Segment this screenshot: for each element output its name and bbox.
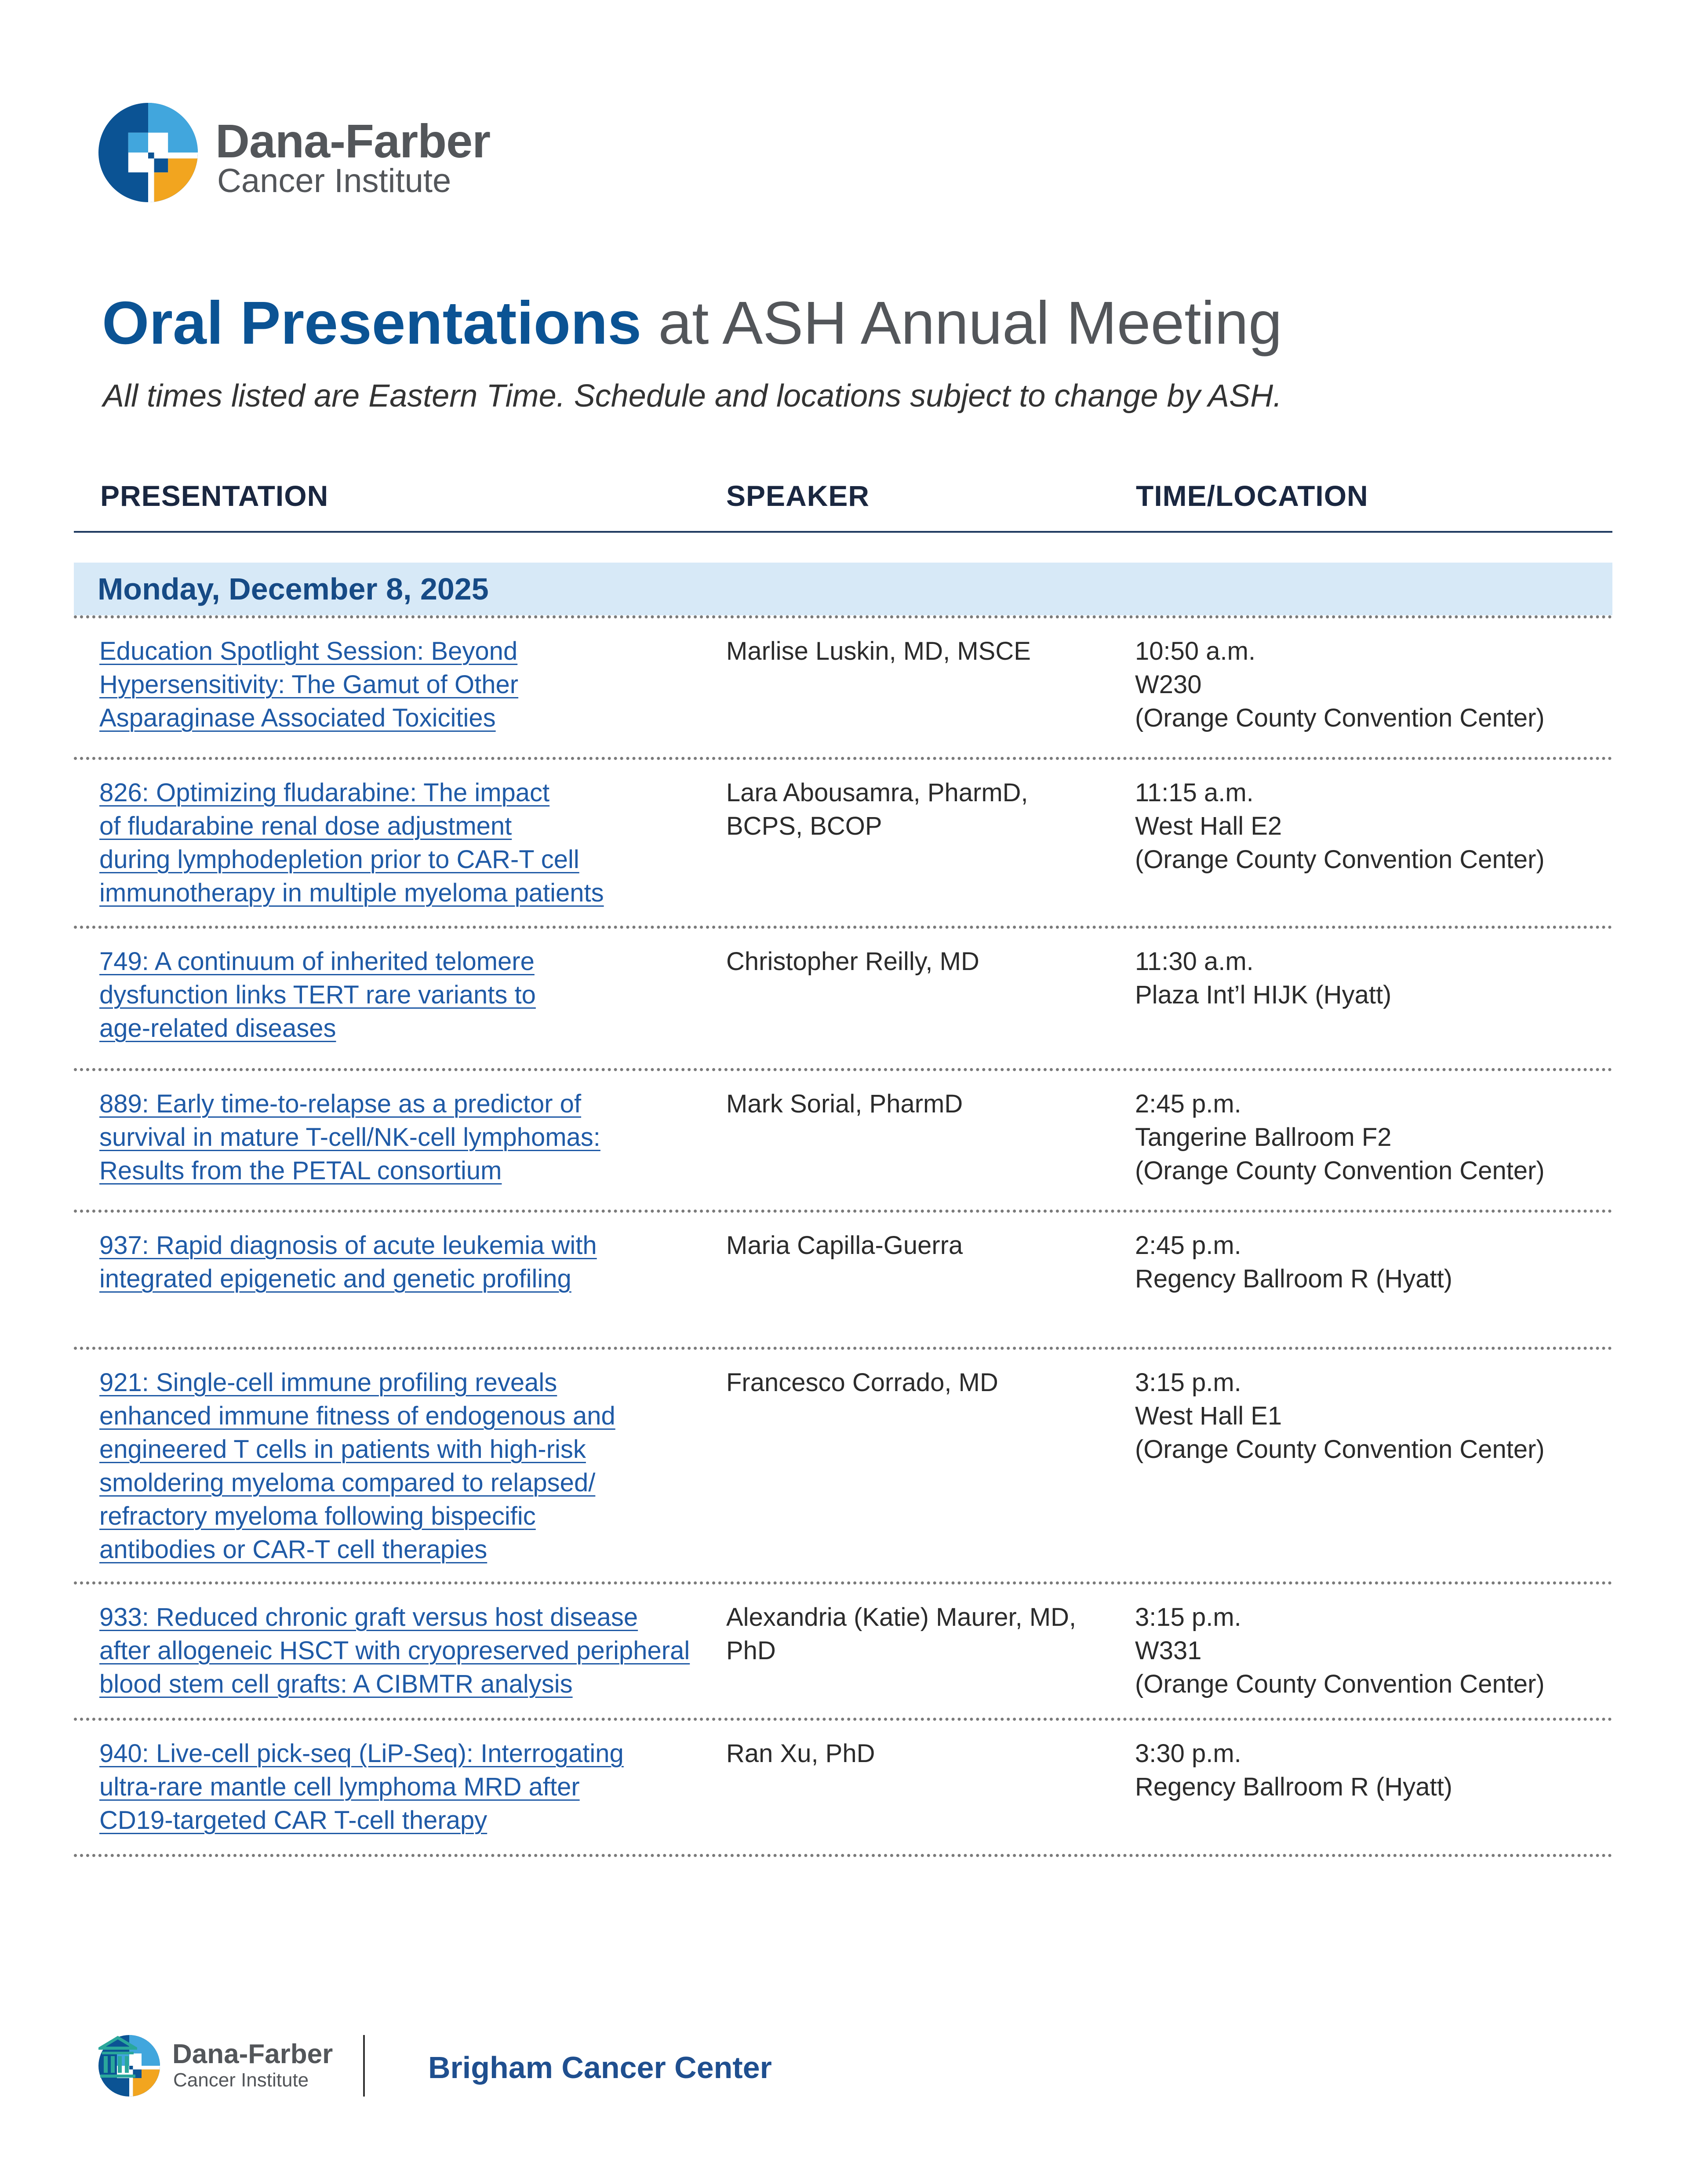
speaker-cell: Ran Xu, PhD bbox=[726, 1739, 875, 1768]
time-location-cell: 2:45 p.m. Tangerine Ballroom F2 (Orange … bbox=[1135, 1090, 1545, 1185]
presentation-link[interactable]: 940: Live-cell pick-seq (LiP-Seq): Inter… bbox=[99, 1739, 624, 1835]
row-divider bbox=[74, 1210, 1612, 1213]
speaker-cell: Mark Sorial, PharmD bbox=[726, 1090, 963, 1118]
row-divider bbox=[74, 1854, 1612, 1857]
presentation-link[interactable]: 826: Optimizing fludarabine: The impact … bbox=[99, 778, 604, 907]
time-location-cell: 3:30 p.m. Regency Ballroom R (Hyatt) bbox=[1135, 1739, 1452, 1801]
presentation-link[interactable]: 749: A continuum of inherited telomere d… bbox=[99, 947, 536, 1043]
speaker-cell: Christopher Reilly, MD bbox=[726, 947, 979, 976]
presentation-link[interactable]: 921: Single-cell immune profiling reveal… bbox=[99, 1368, 615, 1564]
footer-logo-name: Dana-Farber bbox=[172, 2039, 333, 2069]
speaker-cell: Maria Capilla-Guerra bbox=[726, 1231, 963, 1260]
row-divider bbox=[74, 1347, 1612, 1350]
page-title: Oral Presentations at ASH Annual Meeting bbox=[102, 290, 1282, 357]
time-location-cell: 11:30 a.m. Plaza Int’l HIJK (Hyatt) bbox=[1135, 947, 1392, 1009]
speaker-cell: Francesco Corrado, MD bbox=[726, 1368, 998, 1397]
speaker-cell: Alexandria (Katie) Maurer, MD, PhD bbox=[726, 1603, 1077, 1665]
presentation-link[interactable]: 937: Rapid diagnosis of acute leukemia w… bbox=[99, 1231, 597, 1293]
day-band: Monday, December 8, 2025 bbox=[74, 563, 1612, 615]
column-header-time-location: TIME/LOCATION bbox=[1136, 480, 1368, 512]
row-divider bbox=[74, 615, 1612, 618]
speaker-cell: Marlise Luskin, MD, MSCE bbox=[726, 637, 1031, 665]
footer-logos: Dana-Farber Cancer Institute Brigham Can… bbox=[98, 2035, 802, 2097]
speaker-cell: Lara Abousamra, PharmD, BCPS, BCOP bbox=[726, 778, 1028, 840]
column-header-speaker: SPEAKER bbox=[726, 480, 870, 512]
time-location-cell: 3:15 p.m. West Hall E1 (Orange County Co… bbox=[1135, 1368, 1545, 1464]
column-header-presentation: PRESENTATION bbox=[100, 480, 329, 512]
time-location-cell: 11:15 a.m. West Hall E2 (Orange County C… bbox=[1135, 778, 1545, 874]
header-divider bbox=[74, 531, 1612, 533]
time-location-cell: 10:50 a.m. W230 (Orange County Conventio… bbox=[1135, 637, 1545, 732]
row-divider bbox=[74, 926, 1612, 929]
presentation-link[interactable]: 933: Reduced chronic graft versus host d… bbox=[99, 1603, 690, 1698]
page-subtitle: All times listed are Eastern Time. Sched… bbox=[103, 378, 1282, 414]
dana-farber-mark-icon bbox=[98, 103, 198, 202]
brigham-cancer-center-name: Brigham Cancer Center bbox=[428, 2050, 772, 2085]
presentation-link[interactable]: 889: Early time-to-relapse as a predicto… bbox=[99, 1090, 600, 1185]
page-title-rest: at ASH Annual Meeting bbox=[641, 289, 1282, 357]
row-divider bbox=[74, 1581, 1612, 1584]
row-divider bbox=[74, 757, 1612, 760]
dana-farber-logo: Dana-Farber Cancer Institute bbox=[98, 103, 494, 204]
time-location-cell: 2:45 p.m. Regency Ballroom R (Hyatt) bbox=[1135, 1231, 1452, 1293]
row-divider bbox=[74, 1718, 1612, 1721]
logo-name: Dana-Farber bbox=[215, 114, 491, 167]
row-divider bbox=[74, 1068, 1612, 1071]
day-label: Monday, December 8, 2025 bbox=[98, 572, 489, 606]
logo-subtitle: Cancer Institute bbox=[217, 162, 451, 200]
brigham-building-icon bbox=[98, 2035, 137, 2078]
presentation-link[interactable]: Education Spotlight Session: Beyond Hype… bbox=[99, 637, 519, 732]
footer-divider bbox=[363, 2035, 365, 2097]
page-title-bold: Oral Presentations bbox=[102, 289, 642, 357]
footer-logo-subtitle: Cancer Institute bbox=[173, 2069, 309, 2091]
time-location-cell: 3:15 p.m. W331 (Orange County Convention… bbox=[1135, 1603, 1545, 1698]
